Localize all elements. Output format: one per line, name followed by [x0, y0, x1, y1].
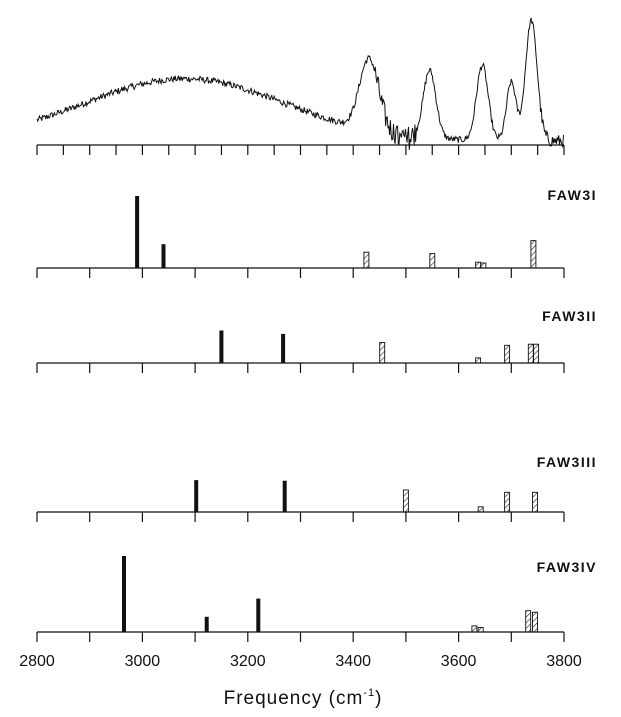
panel-faw3iv: FAW3IV: [37, 556, 597, 642]
hatched-bar: [403, 490, 408, 512]
tick-label: 3600: [441, 653, 477, 670]
tick-label: 3200: [230, 653, 266, 670]
hatched-bar: [528, 344, 533, 363]
hatched-bar: [533, 492, 538, 512]
spectrum-line: [37, 18, 564, 150]
solid-bar: [219, 331, 223, 364]
tick-label: 3800: [546, 653, 582, 670]
hatched-bar: [481, 263, 486, 268]
hatched-bar: [472, 626, 477, 632]
panel-faw3i: FAW3I: [37, 187, 597, 278]
solid-bar: [256, 599, 260, 632]
hatched-bar: [526, 611, 531, 632]
tick-label: 3000: [125, 653, 161, 670]
hatched-bar: [380, 343, 385, 364]
panel-title: FAW3II: [542, 308, 597, 324]
solid-bar: [162, 244, 166, 268]
panel-title: FAW3I: [547, 187, 597, 203]
hatched-bar: [364, 252, 369, 268]
solid-bar: [205, 617, 209, 632]
solid-bar: [135, 196, 139, 268]
panel-title: FAW3III: [537, 454, 597, 470]
panel-title: FAW3IV: [537, 559, 597, 575]
axis-label-frequency: Frequency (cm-1): [224, 687, 383, 709]
hatched-bar: [531, 241, 536, 268]
hatched-bar: [478, 627, 483, 632]
tick-label: 3400: [335, 653, 371, 670]
hatched-bar: [430, 254, 435, 268]
solid-bar: [281, 334, 285, 363]
solid-bar: [194, 480, 198, 512]
hatched-bar: [476, 358, 481, 363]
tick-label: 2800: [19, 653, 55, 670]
experimental-spectrum-panel: [37, 18, 564, 155]
frequency-axis: Frequency (cm-1) 2800 3000 3200 3400 3600 380…: [19, 653, 582, 709]
hatched-bar: [534, 344, 539, 363]
solid-bar: [283, 481, 287, 512]
panel-faw3ii: FAW3II: [37, 308, 597, 373]
hatched-bar: [505, 345, 510, 363]
panel-faw3iii: FAW3III: [37, 454, 597, 522]
solid-bar: [122, 556, 126, 632]
hatched-bar: [478, 507, 483, 512]
computed-spectra-panels: FAW3I FAW3II FAW3III FAW3IV: [37, 187, 597, 642]
hatched-bar: [505, 492, 510, 512]
hatched-bar: [476, 262, 481, 268]
hatched-bar: [533, 612, 538, 632]
